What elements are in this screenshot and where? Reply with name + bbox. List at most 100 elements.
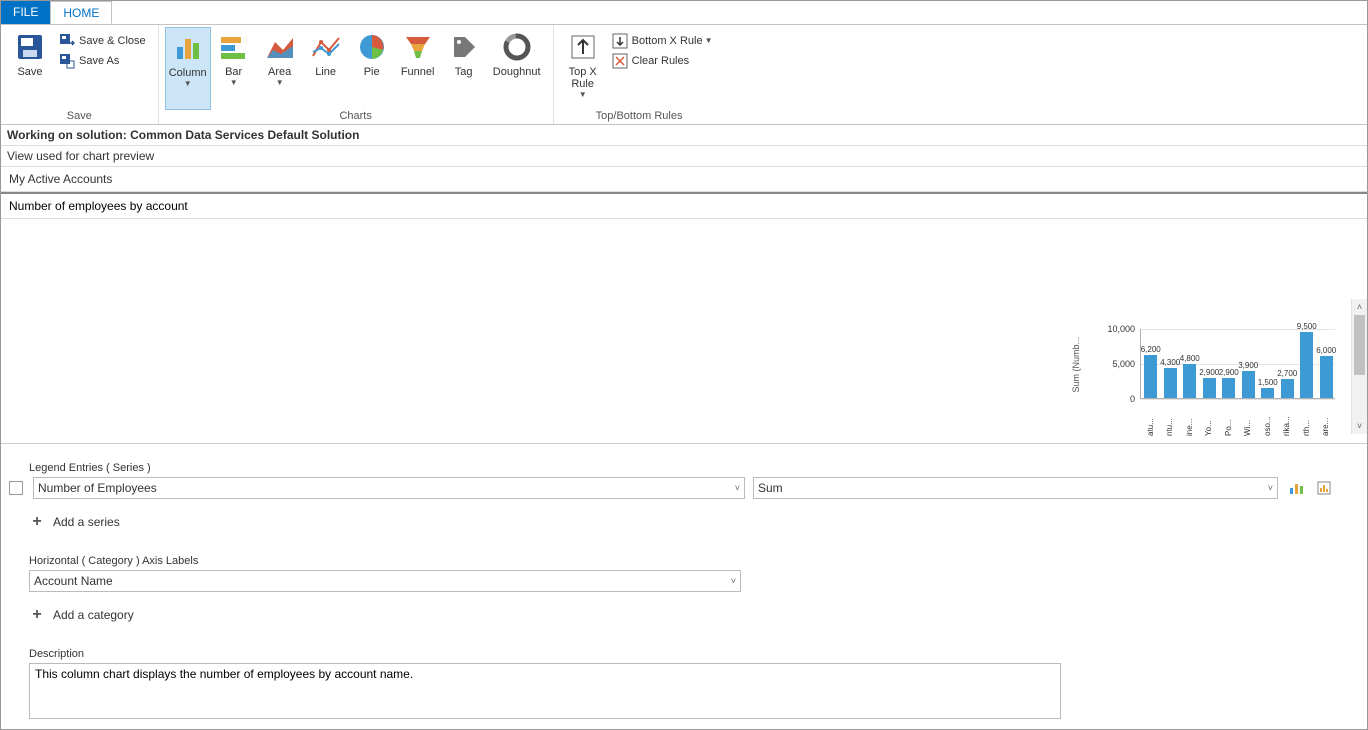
add-category-label: Add a category [53,608,134,622]
series-edit-button[interactable] [1314,478,1334,498]
scroll-down-icon[interactable]: ˅ [1352,418,1367,434]
chart-category-label: atu... [1146,402,1155,436]
column-chart-icon [172,32,204,64]
chart-type-bar-button[interactable]: Bar ▼ [211,27,257,110]
chart-bar-value: 4,300 [1160,358,1180,367]
axis-section-label: Horizontal ( Category ) Axis Labels [29,555,1339,567]
pie-label: Pie [364,66,380,78]
plus-icon: + [29,513,45,531]
chevron-down-icon: ▼ [230,79,238,87]
chart-bar [1203,378,1216,398]
tab-file[interactable]: FILE [1,1,50,24]
chart-bar [1144,355,1157,398]
tag-chart-icon [448,31,480,63]
bar-chart-icon [218,31,250,63]
description-label: Description [29,648,1339,660]
chevron-down-icon: ▼ [184,80,192,88]
chart-bar [1300,332,1313,399]
plus-icon: + [29,606,45,624]
funnel-label: Funnel [401,66,435,78]
bottom-x-rule-button[interactable]: Bottom X Rule ▼ [608,31,717,51]
chart-category-label: oso... [1263,402,1272,436]
chart-bar [1281,379,1294,398]
chart-type-doughnut-button[interactable]: Doughnut [487,27,547,110]
rules-group-label: Top/Bottom Rules [560,110,719,124]
save-as-icon [59,53,75,69]
clear-rules-label: Clear Rules [632,53,689,69]
chart-type-column-button[interactable]: Column ▼ [165,27,211,110]
bar-label: Bar [225,66,242,78]
top-x-label: Top X Rule [562,66,604,90]
chart-category-label: rika... [1282,402,1291,436]
clear-rules-button[interactable]: Clear Rules [608,51,717,71]
bottom-x-label: Bottom X Rule [632,33,703,49]
chevron-down-icon: ▼ [579,91,587,99]
chart-scrollbar[interactable]: ˄ ˅ [1351,299,1367,434]
chart-bar [1320,356,1333,398]
chart-type-line-button[interactable]: Line [303,27,349,110]
chart-bar-value: 9,500 [1297,322,1317,331]
legend-section-label: Legend Entries ( Series ) [29,462,1339,474]
chart-category-label: ntu... [1165,402,1174,436]
pie-chart-icon [356,31,388,63]
series-field-value: Number of Employees [38,481,157,495]
chart-category-label: rth... [1302,402,1311,436]
view-value: My Active Accounts [5,169,1363,189]
save-button[interactable]: Save [7,27,53,110]
chart-type-area-button[interactable]: Area ▼ [257,27,303,110]
chart-type-tag-button[interactable]: Tag [441,27,487,110]
scroll-thumb[interactable] [1354,315,1365,375]
add-category-button[interactable]: + Add a category [29,606,1339,624]
view-selector[interactable]: My Active Accounts [1,167,1367,192]
axis-field-select[interactable]: Account Name ˅ [29,570,741,592]
chart-category-label: Po... [1224,402,1233,436]
save-as-button[interactable]: Save As [55,51,150,71]
top-x-rule-icon [567,31,599,63]
ribbon-group-charts: Column ▼ Bar ▼ Area ▼ L [158,25,553,124]
chart-config-panel: Legend Entries ( Series ) Number of Empl… [1,444,1367,722]
area-chart-icon [264,31,296,63]
ribbon-group-save: Save Save & Close Save As Save [1,25,158,124]
chevron-down-icon: ˅ [735,483,740,493]
series-checkbox[interactable] [9,481,23,495]
chevron-down-icon: ˅ [731,576,736,586]
series-field-select[interactable]: Number of Employees ˅ [33,477,745,499]
bottom-x-rule-icon [612,33,628,49]
add-series-button[interactable]: + Add a series [29,513,1339,531]
scroll-up-icon[interactable]: ˄ [1352,299,1367,315]
chart-type-pie-button[interactable]: Pie [349,27,395,110]
doughnut-label: Doughnut [493,66,541,78]
top-x-rule-button[interactable]: Top X Rule ▼ [560,27,606,110]
chart-name-input[interactable] [5,196,1363,216]
chart-bar [1164,368,1177,398]
chart-type-funnel-button[interactable]: Funnel [395,27,441,110]
save-and-close-button[interactable]: Save & Close [55,31,150,51]
column-label: Column [169,67,207,79]
chart-bar-value: 6,200 [1141,345,1161,354]
description-input[interactable] [29,663,1061,719]
ribbon: Save Save & Close Save As Save [1,25,1367,125]
tab-strip: FILE HOME [1,1,1367,25]
chevron-down-icon: ˅ [1268,483,1273,493]
line-label: Line [315,66,336,78]
tab-home[interactable]: HOME [50,1,112,24]
chart-bar-value: 2,900 [1199,368,1219,377]
charts-group-label: Charts [165,110,547,124]
chart-category-label: Yo... [1204,402,1213,436]
chart-bar-value: 3,900 [1238,361,1258,370]
chart-y-axis-label: Sum (Numb... [1071,337,1081,393]
chart-bar-value: 2,900 [1219,368,1239,377]
series-aggregate-select[interactable]: Sum ˅ [753,477,1278,499]
save-icon [14,31,46,63]
series-aggregate-value: Sum [758,481,783,495]
chart-bar [1222,378,1235,398]
chevron-down-icon: ▼ [276,79,284,87]
chart-preview-pane: ˄ ˅ Sum (Numb... 6,200 4,3004,800 2,9002,9… [1,219,1367,444]
chart-bar [1183,364,1196,398]
chart-bar-value: 4,800 [1180,354,1200,363]
funnel-chart-icon [402,31,434,63]
series-chart-type-button[interactable] [1286,478,1306,498]
chart-bar-value: 2,700 [1277,369,1297,378]
ribbon-group-rules: Top X Rule ▼ Bottom X Rule ▼ Clear Rules [553,25,725,124]
save-group-label: Save [7,110,152,124]
